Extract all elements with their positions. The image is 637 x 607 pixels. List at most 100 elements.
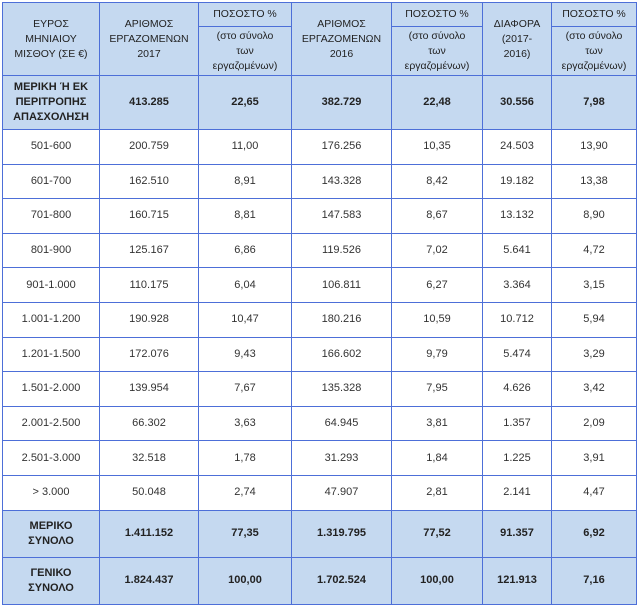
cell: 2,81 xyxy=(391,474,483,511)
cell: 10.712 xyxy=(482,301,552,338)
header-range: ΕΥΡΟΣ ΜΗΝΙΑΙΟΥ ΜΙΣΘΟΥ (ΣΕ €) xyxy=(2,2,100,76)
cell: 13.132 xyxy=(482,198,552,234)
cell: 4.626 xyxy=(482,371,552,407)
cell: 5.474 xyxy=(482,336,552,373)
cell: 180.216 xyxy=(291,301,392,338)
cell: 1.225 xyxy=(482,440,552,476)
cell: 3,91 xyxy=(551,440,637,476)
row-label: ΜΕΡΙΚΟ ΣΥΝΟΛΟ xyxy=(2,509,100,558)
table-row: 1.001-1.200 190.928 10,47 180.216 10,59 10.71… xyxy=(2,301,637,338)
table-row: 601-700 162.510 8,91 143.328 8,42 19.182 13,38 xyxy=(2,163,637,200)
cell: 1,78 xyxy=(198,440,292,476)
cell: 160.715 xyxy=(99,198,199,234)
cell: 139.954 xyxy=(99,371,199,407)
row-label: 1.001-1.200 xyxy=(2,301,100,338)
cell: 10,35 xyxy=(391,129,483,165)
cell: 2.141 xyxy=(482,474,552,511)
table-row: 2.501-3.000 32.518 1,78 31.293 1,84 1.225 3,91 xyxy=(2,440,637,476)
cell: 31.293 xyxy=(291,440,392,476)
header-subrow: (στο σύνολο των εργαζομένων) (στο σύνολο τω… xyxy=(3,26,637,76)
table-row: 1.201-1.500 172.076 9,43 166.602 9,79 5.474 3,… xyxy=(2,336,637,373)
part-time-row: ΜΕΡΙΚΗ Ή ΕΚ ΠΕΡΙΤΡΟΠΗΣ ΑΠΑΣΧΟΛΗΣΗ 413.285 … xyxy=(2,75,637,130)
cell: 13,90 xyxy=(551,129,637,165)
header-pct-diff: ΠΟΣΟΣΤΟ % xyxy=(551,2,637,27)
cell: 50.048 xyxy=(99,474,199,511)
cell: 8,90 xyxy=(551,198,637,234)
table-row: 801-900 125.167 6,86 119.526 7,02 5.641 4,72 xyxy=(2,232,637,269)
cell: 4,47 xyxy=(551,474,637,511)
cell: 382.729 xyxy=(291,75,392,130)
cell: 172.076 xyxy=(99,336,199,373)
row-label: 1.201-1.500 xyxy=(2,336,100,373)
header-pct-2016: ΠΟΣΟΣΤΟ % xyxy=(391,2,483,27)
cell: 47.907 xyxy=(291,474,392,511)
cell: 1.357 xyxy=(482,405,552,442)
cell: 22,48 xyxy=(391,75,483,130)
cell: 24.503 xyxy=(482,129,552,165)
cell: 6,86 xyxy=(198,232,292,269)
cell: 3,63 xyxy=(198,405,292,442)
cell: 77,35 xyxy=(198,509,292,558)
cell: 2,09 xyxy=(551,405,637,442)
cell: 7,95 xyxy=(391,371,483,407)
cell: 7,16 xyxy=(551,556,637,605)
cell: 166.602 xyxy=(291,336,392,373)
cell: 3.364 xyxy=(482,267,552,303)
cell: 100,00 xyxy=(198,556,292,605)
cell: 19.182 xyxy=(482,163,552,200)
cell: 10,47 xyxy=(198,301,292,338)
cell: 8,81 xyxy=(198,198,292,234)
header-pct-sub: (στο σύνολο των εργαζομένων) xyxy=(391,26,483,76)
cell: 77,52 xyxy=(391,509,483,558)
cell: 8,42 xyxy=(391,163,483,200)
cell: 143.328 xyxy=(291,163,392,200)
header-pct-sub: (στο σύνολο των εργαζομένων) xyxy=(551,26,637,76)
cell: 9,43 xyxy=(198,336,292,373)
table-row: 1.501-2.000 139.954 7,67 135.328 7,95 4.626 3,… xyxy=(2,371,637,407)
grand-total-row: ΓΕΝΙΚΟ ΣΥΝΟΛΟ 1.824.437 100,00 1.702.524 100,… xyxy=(2,556,637,605)
row-label: 701-800 xyxy=(2,198,100,234)
cell: 135.328 xyxy=(291,371,392,407)
header-count-2016: ΑΡΙΘΜΟΣ ΕΡΓΑΖΟΜΕΝΩΝ 2016 xyxy=(291,2,392,76)
table-row: > 3.000 50.048 2,74 47.907 2,81 2.141 4,47 xyxy=(2,474,637,511)
cell: 66.302 xyxy=(99,405,199,442)
cell: 3,42 xyxy=(551,371,637,407)
cell: 5,94 xyxy=(551,301,637,338)
cell: 6,92 xyxy=(551,509,637,558)
cell: 64.945 xyxy=(291,405,392,442)
row-label: 2.001-2.500 xyxy=(2,405,100,442)
row-label: > 3.000 xyxy=(2,474,100,511)
cell: 106.811 xyxy=(291,267,392,303)
cell: 3,15 xyxy=(551,267,637,303)
row-label: 1.501-2.000 xyxy=(2,371,100,407)
table-row: 901-1.000 110.175 6,04 106.811 6,27 3.364 3,15 xyxy=(2,267,637,303)
cell: 8,91 xyxy=(198,163,292,200)
cell: 91.357 xyxy=(482,509,552,558)
cell: 119.526 xyxy=(291,232,392,269)
row-label: 601-700 xyxy=(2,163,100,200)
cell: 121.913 xyxy=(482,556,552,605)
cell: 200.759 xyxy=(99,129,199,165)
cell: 6,27 xyxy=(391,267,483,303)
cell: 1.411.152 xyxy=(99,509,199,558)
cell: 110.175 xyxy=(99,267,199,303)
cell: 13,38 xyxy=(551,163,637,200)
header-pct-sub: (στο σύνολο των εργαζομένων) xyxy=(198,26,292,76)
row-label: ΜΕΡΙΚΗ Ή ΕΚ ΠΕΡΙΤΡΟΠΗΣ ΑΠΑΣΧΟΛΗΣΗ xyxy=(2,75,100,130)
cell: 22,65 xyxy=(198,75,292,130)
row-label: 501-600 xyxy=(2,129,100,165)
cell: 1,84 xyxy=(391,440,483,476)
header-pct-2017: ΠΟΣΟΣΤΟ % xyxy=(198,2,292,27)
cell: 100,00 xyxy=(391,556,483,605)
cell: 147.583 xyxy=(291,198,392,234)
header-diff: ΔΙΑΦΟΡΑ (2017- 2016) xyxy=(482,2,552,76)
cell: 176.256 xyxy=(291,129,392,165)
cell: 125.167 xyxy=(99,232,199,269)
cell: 6,04 xyxy=(198,267,292,303)
cell: 1.319.795 xyxy=(291,509,392,558)
row-label: ΓΕΝΙΚΟ ΣΥΝΟΛΟ xyxy=(2,556,100,605)
cell: 7,67 xyxy=(198,371,292,407)
cell: 2,74 xyxy=(198,474,292,511)
cell: 190.928 xyxy=(99,301,199,338)
